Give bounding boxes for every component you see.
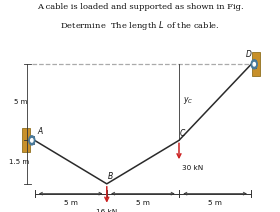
Text: 1.5 m: 1.5 m [9, 159, 29, 165]
Circle shape [251, 60, 257, 69]
FancyBboxPatch shape [22, 128, 29, 152]
FancyBboxPatch shape [252, 60, 256, 68]
Text: Determine  The length $L$ of the cable.: Determine The length $L$ of the cable. [60, 19, 220, 32]
Text: 5 m: 5 m [136, 200, 150, 206]
FancyBboxPatch shape [252, 52, 260, 76]
Circle shape [29, 136, 35, 145]
Text: 5 m: 5 m [14, 99, 27, 105]
Text: C: C [180, 129, 186, 138]
Circle shape [31, 139, 33, 142]
Text: 5 m: 5 m [64, 200, 78, 206]
FancyBboxPatch shape [29, 137, 34, 144]
Text: $y_C$: $y_C$ [183, 95, 193, 106]
Text: 16 kN: 16 kN [96, 209, 117, 212]
Text: A cable is loaded and supported as shown in Fig.: A cable is loaded and supported as shown… [37, 3, 243, 11]
Text: D: D [246, 50, 251, 59]
Text: 5 m: 5 m [208, 200, 222, 206]
Text: B: B [108, 172, 113, 181]
Text: A: A [37, 127, 43, 137]
Text: 30 kN: 30 kN [182, 165, 203, 171]
Circle shape [253, 63, 255, 66]
